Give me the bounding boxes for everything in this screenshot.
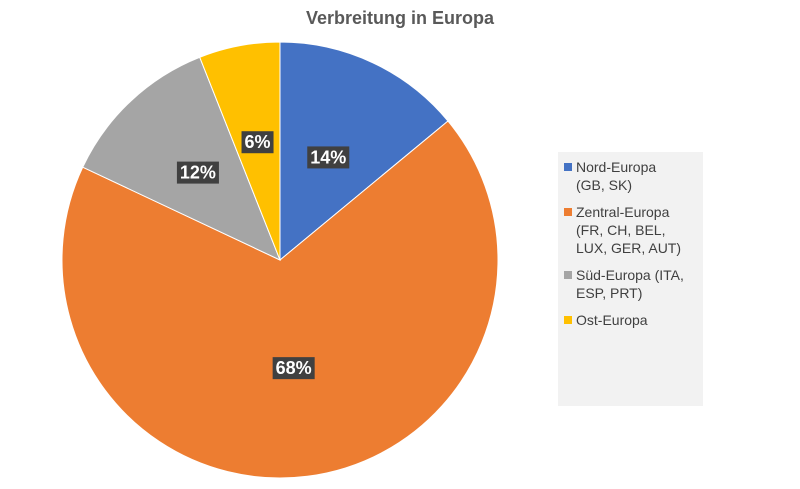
legend-label: Zentral-Europa (FR, CH, BEL, LUX, GER, A… <box>576 204 682 256</box>
data-label-text: 12% <box>180 163 216 183</box>
legend-label: Nord-Europa (GB, SK) <box>576 159 657 193</box>
pie-slice <box>199 41 281 261</box>
legend-item: Nord-Europa (GB, SK) <box>564 158 697 194</box>
legend-swatch <box>564 163 572 171</box>
legend-item: Süd-Europa (ITA, ESP, PRT) <box>564 266 697 302</box>
legend-label: Süd-Europa (ITA, ESP, PRT) <box>576 267 684 301</box>
data-label: 12% <box>176 161 219 184</box>
chart-title: Verbreitung in Europa <box>305 8 495 28</box>
pie-slice <box>61 120 499 479</box>
data-label-text: 68% <box>276 358 312 378</box>
legend-swatch <box>564 208 572 216</box>
pie-slice <box>279 41 449 262</box>
data-label: 68% <box>272 357 315 380</box>
chart-legend: Nord-Europa (GB, SK) Zentral-Europa (FR, … <box>558 152 703 406</box>
pie-slice <box>82 56 281 261</box>
legend-item: Zentral-Europa (FR, CH, BEL, LUX, GER, A… <box>564 203 697 257</box>
legend-swatch <box>564 271 572 279</box>
data-label: 14% <box>307 146 350 169</box>
legend-item: Ost-Europa <box>564 311 697 329</box>
data-label-text: 6% <box>245 132 271 152</box>
legend-label: Ost-Europa <box>576 312 648 328</box>
data-label-text: 14% <box>310 147 346 167</box>
data-label: 6% <box>241 131 274 154</box>
legend-swatch <box>564 316 572 324</box>
